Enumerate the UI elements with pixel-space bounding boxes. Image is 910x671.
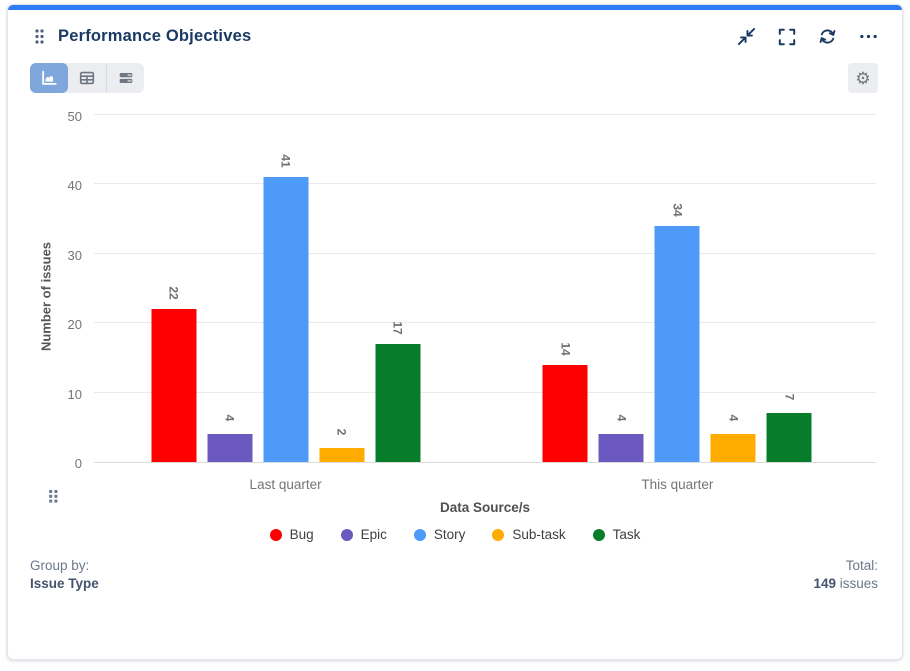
more-options-button[interactable] [859, 27, 878, 46]
legend-label: Bug [289, 527, 314, 542]
widget-footer: Group by: Issue Type Total: 149 issues [8, 555, 902, 593]
header-actions [737, 27, 878, 46]
collapse-icon [737, 27, 756, 46]
chart-icon [40, 69, 58, 87]
widget-header: Performance Objectives [8, 10, 902, 46]
bar-bug-this-quarter[interactable]: 14 [542, 342, 588, 462]
legend-item-task[interactable]: Task [592, 527, 641, 542]
x-labels: Last quarter This quarter [94, 477, 876, 493]
bar-value-label: 4 [222, 414, 237, 422]
bar-value-label: 34 [670, 203, 685, 217]
legend-label: Task [612, 527, 641, 542]
refresh-icon [818, 27, 837, 46]
settings-button[interactable]: ⚙ [848, 63, 878, 93]
bar-bug-last-quarter[interactable]: 22 [151, 287, 197, 462]
bar-group: 22 4 41 2 17 [151, 116, 421, 462]
table-icon [78, 69, 96, 87]
legend-color-dot [269, 528, 282, 541]
fullscreen-button[interactable] [778, 28, 796, 46]
widget-title: Performance Objectives [58, 27, 252, 45]
x-axis-title: Data Source/s [439, 500, 531, 515]
bar-value-label: 14 [558, 342, 573, 356]
bar-story-last-quarter[interactable]: 41 [263, 155, 309, 462]
legend-color-dot [492, 528, 505, 541]
y-tick-label: 10 [67, 386, 82, 402]
legend-label: Story [433, 527, 466, 542]
widget-card: Performance Objectives [7, 4, 903, 660]
total-block: Total: 149 issues [813, 557, 878, 593]
total-label: Total: [845, 558, 878, 573]
resize-handle-icon[interactable] [48, 489, 59, 504]
bar-task-this-quarter[interactable]: 7 [766, 394, 812, 462]
widget-accent-bar [8, 5, 902, 10]
table-view-button[interactable] [68, 63, 106, 93]
bar-epic-this-quarter[interactable]: 4 [598, 415, 644, 462]
chart-view-button[interactable] [30, 63, 68, 93]
total-value: 149 issues [813, 576, 878, 591]
legend-color-dot [340, 528, 353, 541]
bar-value-label: 41 [278, 154, 293, 169]
bar-chart: Number of issues 0 10 20 30 40 50 22 4 41 2 17 14 4… [8, 97, 902, 555]
legend-color-dot [592, 528, 605, 541]
y-tick-label: 40 [67, 178, 82, 194]
widget-toolbar: ⚙ [30, 63, 878, 93]
bar-value-label: 7 [782, 394, 797, 401]
group-by-block: Group by: Issue Type [30, 557, 99, 593]
refresh-button[interactable] [818, 27, 837, 46]
group-by-label: Group by: [30, 558, 90, 573]
drag-handle-icon[interactable] [34, 28, 45, 45]
bar-group: 14 4 34 4 7 [542, 116, 812, 462]
fullscreen-icon [778, 28, 796, 46]
legend-item-epic[interactable]: Epic [340, 527, 387, 542]
y-tick-label: 0 [74, 456, 82, 471]
bar-value-label: 4 [614, 414, 629, 422]
x-category-label: This quarter [641, 477, 714, 492]
gear-icon: ⚙ [855, 68, 871, 88]
bar-sub-task-last-quarter[interactable]: 2 [319, 429, 365, 462]
bar-epic-last-quarter[interactable]: 4 [207, 415, 253, 462]
y-tick-label: 20 [67, 317, 82, 333]
y-axis-ticks: 0 10 20 30 40 50 [8, 109, 82, 471]
bar-value-label: 4 [726, 414, 741, 422]
collapse-button[interactable] [737, 27, 756, 46]
legend-item-story[interactable]: Story [413, 527, 466, 542]
legend-item-bug[interactable]: Bug [269, 527, 314, 542]
y-tick-label: 30 [67, 247, 82, 263]
bar-value-label: 2 [334, 428, 349, 436]
row-view-button[interactable] [106, 63, 144, 93]
bar-sub-task-this-quarter[interactable]: 4 [710, 415, 756, 462]
legend-label: Sub-task [512, 527, 566, 542]
legend-color-dot [413, 528, 426, 541]
y-tick-label: 50 [67, 109, 82, 124]
legend-label: Epic [360, 527, 387, 542]
bar-story-this-quarter[interactable]: 34 [654, 203, 700, 462]
view-switcher [30, 63, 144, 93]
bar-task-last-quarter[interactable]: 17 [375, 321, 421, 462]
bar-value-label: 22 [166, 286, 181, 301]
group-by-value: Issue Type [30, 576, 99, 591]
x-category-label: Last quarter [249, 477, 322, 492]
rows-icon [117, 69, 135, 87]
bar-value-label: 17 [390, 321, 405, 335]
legend-item-sub-task[interactable]: Sub-task [492, 527, 566, 542]
chart-legend: Bug Epic Story Sub-task Task [8, 527, 902, 542]
plot-area: 22 4 41 2 17 14 4 34 4 7 [94, 114, 876, 463]
ellipsis-icon [859, 27, 878, 46]
